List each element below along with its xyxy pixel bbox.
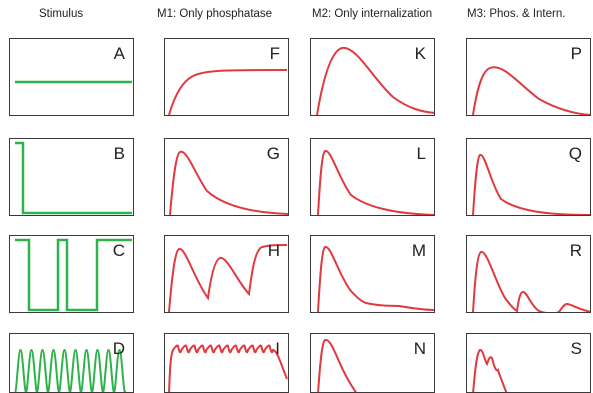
response-curve xyxy=(169,346,287,393)
panel-i: I xyxy=(164,333,289,393)
response-curve xyxy=(318,340,357,393)
panel-a: A xyxy=(9,38,134,116)
panel-label: K xyxy=(415,44,426,64)
response-curve xyxy=(169,70,287,115)
panel-q: Q xyxy=(466,138,591,216)
panel-label: N xyxy=(414,339,426,359)
panel-label: F xyxy=(270,44,280,64)
panel-f: F xyxy=(164,38,289,116)
panel-label: M xyxy=(412,241,426,261)
panel-label: B xyxy=(114,144,125,164)
panel-label: Q xyxy=(569,144,582,164)
panel-label: C xyxy=(113,241,125,261)
panel-label: R xyxy=(570,241,582,261)
panel-label: H xyxy=(268,241,280,261)
panel-label: I xyxy=(275,339,280,359)
header-m2: M2: Only internalization xyxy=(312,8,432,20)
panel-h: H xyxy=(164,235,289,313)
panel-c: C xyxy=(9,235,134,313)
panel-l: L xyxy=(310,138,435,216)
panel-n: N xyxy=(310,333,435,393)
response-plot xyxy=(165,334,289,393)
header-stimulus: Stimulus xyxy=(39,8,83,20)
header-m1: M1: Only phosphatase xyxy=(157,8,272,20)
panel-m: M xyxy=(310,235,435,313)
panel-r: R xyxy=(466,235,591,313)
panel-label: S xyxy=(571,339,582,359)
panel-label: L xyxy=(417,144,426,164)
panel-label: P xyxy=(571,44,582,64)
panel-g: G xyxy=(164,138,289,216)
panel-d: D xyxy=(9,333,134,393)
panel-k: K xyxy=(310,38,435,116)
panel-p: P xyxy=(466,38,591,116)
response-curve xyxy=(473,252,591,313)
response-curve xyxy=(473,67,591,115)
panel-label: G xyxy=(267,144,280,164)
header-m3: M3: Phos. & Intern. xyxy=(467,8,565,20)
panel-b: B xyxy=(9,138,134,216)
panel-label: A xyxy=(114,44,125,64)
panel-s: S xyxy=(466,333,591,393)
panel-label: D xyxy=(113,339,125,359)
